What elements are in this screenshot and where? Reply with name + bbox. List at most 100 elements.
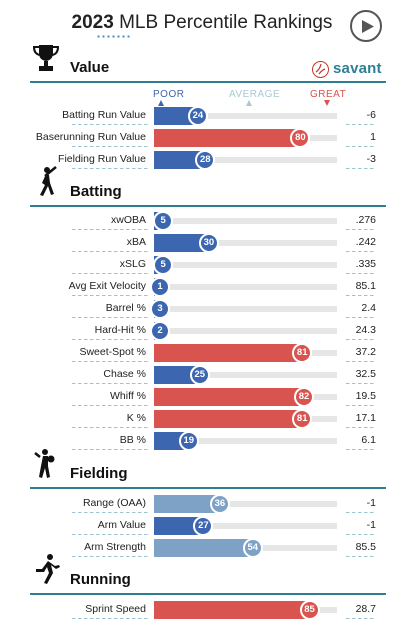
percentile-bar xyxy=(154,410,303,428)
value-divider xyxy=(346,146,376,147)
metric-label: Sweet-Spot % xyxy=(79,346,146,358)
percentile-badge: 2 xyxy=(150,321,170,341)
label-divider xyxy=(72,146,150,147)
metric-value: .276 xyxy=(355,214,376,226)
section-title: Batting xyxy=(70,183,122,200)
metric-row[interactable]: Range (OAA) 36 -1 xyxy=(0,493,404,515)
section-divider xyxy=(30,81,386,83)
section-title: Fielding xyxy=(70,465,128,482)
label-divider xyxy=(72,556,150,557)
percentile-badge: 85 xyxy=(299,600,320,620)
metric-row[interactable]: Baserunning Run Value 80 1 xyxy=(0,127,404,149)
label-divider xyxy=(72,229,150,230)
percentile-bar xyxy=(154,601,310,619)
label-divider xyxy=(72,124,150,125)
percentile-track xyxy=(154,157,337,163)
metric-row[interactable]: Arm Value 27 -1 xyxy=(0,515,404,537)
metric-value: 85.1 xyxy=(355,280,376,292)
metric-label: Arm Strength xyxy=(84,541,146,553)
header: 2023 MLB Percentile Rankings xyxy=(0,0,404,48)
metric-label: K % xyxy=(126,412,146,424)
metric-row[interactable]: Chase % 25 32.5 xyxy=(0,364,404,386)
metric-row[interactable]: K % 81 17.1 xyxy=(0,408,404,430)
metric-row[interactable]: xwOBA 5 .276 xyxy=(0,210,404,232)
metric-value: -6 xyxy=(366,109,376,121)
metric-value: -1 xyxy=(366,497,376,509)
label-divider xyxy=(72,405,150,406)
metric-label: Fielding Run Value xyxy=(58,153,146,165)
metric-label: Hard-Hit % xyxy=(94,324,146,336)
value-divider xyxy=(346,534,376,535)
metric-row[interactable]: Hard-Hit % 2 24.3 xyxy=(0,320,404,342)
percentile-track xyxy=(154,438,337,444)
metric-row[interactable]: BB % 19 6.1 xyxy=(0,430,404,452)
metric-row[interactable]: Fielding Run Value 28 -3 xyxy=(0,149,404,171)
label-divider xyxy=(72,512,150,513)
page-title: 2023 MLB Percentile Rankings xyxy=(0,12,404,34)
percentile-badge: 27 xyxy=(193,516,214,536)
metric-row[interactable]: Barrel % 3 2.4 xyxy=(0,298,404,320)
metric-value: 37.2 xyxy=(355,346,376,358)
value-divider xyxy=(346,556,376,557)
percentile-track xyxy=(154,328,337,334)
value-divider xyxy=(346,361,376,362)
metric-value: 17.1 xyxy=(355,412,376,424)
section-title: Value xyxy=(70,59,110,76)
metric-label: Avg Exit Velocity xyxy=(68,280,146,292)
metric-label: xSLG xyxy=(119,258,146,270)
value-divider xyxy=(346,383,376,384)
metric-value: 6.1 xyxy=(361,434,376,446)
percentile-badge: 82 xyxy=(294,387,315,407)
section-header-batting: Batting xyxy=(30,166,386,206)
batter-icon xyxy=(32,165,60,202)
percentile-bar xyxy=(154,366,200,384)
value-divider xyxy=(346,339,376,340)
value-divider xyxy=(346,124,376,125)
label-divider xyxy=(72,618,150,619)
section-header-running: Running xyxy=(30,554,386,594)
percentile-bar xyxy=(154,517,204,535)
metric-row[interactable]: Whiff % 82 19.5 xyxy=(0,386,404,408)
percentile-track xyxy=(154,240,337,246)
section-divider xyxy=(30,487,386,489)
value-divider xyxy=(346,229,376,230)
percentile-badge: 28 xyxy=(195,150,216,170)
value-divider xyxy=(346,405,376,406)
metric-value: 1 xyxy=(370,131,376,143)
value-divider xyxy=(346,251,376,252)
label-divider xyxy=(72,251,150,252)
value-divider xyxy=(346,273,376,274)
metric-value: 2.4 xyxy=(361,302,376,314)
metric-row[interactable]: Avg Exit Velocity 1 85.1 xyxy=(0,276,404,298)
metric-row[interactable]: Arm Strength 54 85.5 xyxy=(0,537,404,559)
baseball-icon xyxy=(312,61,329,78)
metric-row[interactable]: xSLG 5 .335 xyxy=(0,254,404,276)
section-header-fielding: Fielding xyxy=(30,449,386,488)
metric-label: Barrel % xyxy=(105,302,146,314)
legend-average: AVERAGE xyxy=(229,89,281,100)
metric-row[interactable]: xBA 30 .242 xyxy=(0,232,404,254)
percentile-badge: 3 xyxy=(150,299,170,319)
play-icon xyxy=(362,20,374,33)
metric-value: 85.5 xyxy=(355,541,376,553)
label-divider xyxy=(72,449,150,450)
metric-row[interactable]: Sweet-Spot % 81 37.2 xyxy=(0,342,404,364)
percentile-bar xyxy=(154,495,220,513)
play-button[interactable] xyxy=(350,10,382,42)
label-divider xyxy=(72,317,150,318)
value-divider xyxy=(346,449,376,450)
metric-value: .242 xyxy=(355,236,376,248)
percentile-badge: 19 xyxy=(178,431,199,451)
metric-row[interactable]: Sprint Speed 85 28.7 xyxy=(0,599,404,621)
section-divider xyxy=(30,593,386,595)
metric-row[interactable]: Batting Run Value 24 -6 xyxy=(0,105,404,127)
label-divider xyxy=(72,383,150,384)
percentile-bar xyxy=(154,234,209,252)
trophy-icon xyxy=(32,43,60,78)
metric-value: 19.5 xyxy=(355,390,376,402)
percentile-track xyxy=(154,501,337,507)
percentile-bar xyxy=(154,388,305,406)
percentile-track xyxy=(154,306,337,312)
percentile-badge: 81 xyxy=(292,409,313,429)
metric-value: .335 xyxy=(355,258,376,270)
